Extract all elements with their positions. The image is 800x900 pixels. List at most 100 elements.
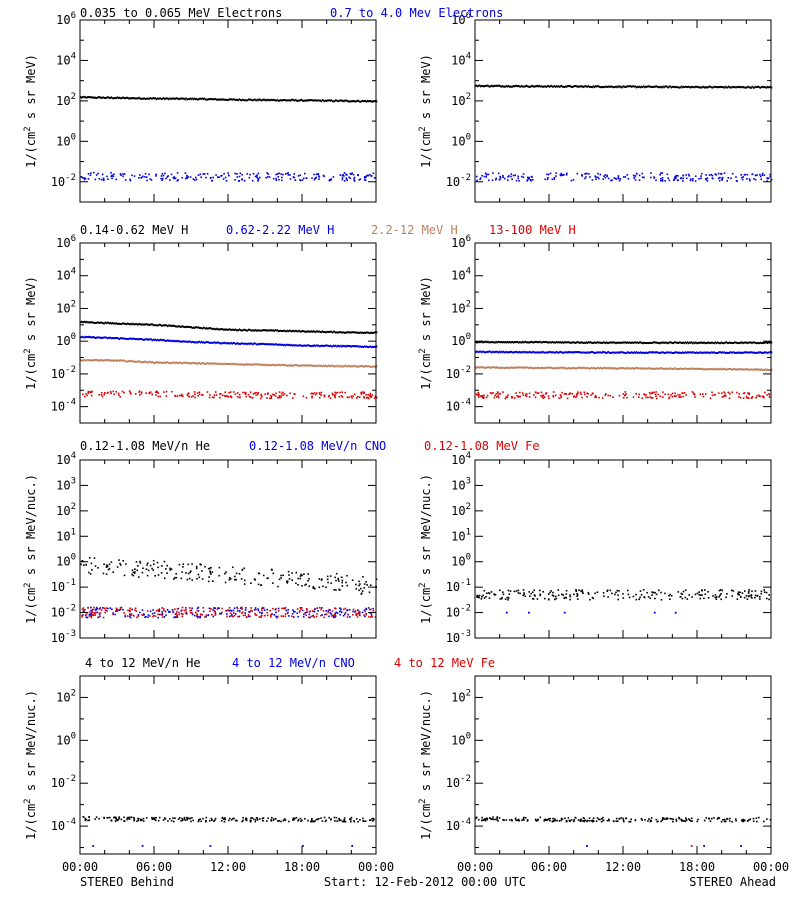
data-point (295, 329, 297, 332)
data-point (343, 100, 345, 103)
data-point (209, 98, 211, 101)
data-point (638, 367, 641, 370)
data-point (215, 98, 217, 101)
data-point (644, 86, 646, 89)
data-point (122, 337, 124, 340)
data-point (514, 367, 517, 370)
data-point (87, 819, 89, 822)
data-point (718, 179, 721, 182)
data-point (183, 325, 185, 328)
data-point (193, 362, 195, 364)
data-point (100, 178, 103, 181)
data-point (615, 351, 617, 354)
data-point (352, 608, 355, 611)
data-point (215, 394, 218, 396)
data-point (361, 365, 363, 368)
data-point (240, 363, 243, 366)
data-point (529, 595, 531, 597)
data-point (537, 392, 540, 394)
data-point (285, 364, 288, 367)
data-point (344, 611, 347, 614)
data-point (165, 97, 167, 100)
data-point (142, 567, 144, 570)
data-point (266, 608, 268, 611)
data-point (581, 591, 584, 593)
data-point (110, 171, 112, 174)
data-point (209, 327, 211, 330)
data-point (309, 616, 311, 619)
data-point (576, 85, 578, 88)
data-point (588, 820, 591, 822)
data-point (592, 351, 595, 354)
data-point (142, 361, 144, 364)
data-point (695, 367, 697, 370)
data-point (217, 363, 219, 366)
data-point (272, 582, 274, 584)
data-point (315, 330, 317, 333)
data-point (604, 351, 606, 354)
data-point (501, 596, 503, 599)
data-point (745, 395, 748, 398)
data-point (98, 359, 100, 362)
data-point (104, 609, 107, 612)
data-point (502, 391, 504, 393)
data-point (711, 394, 714, 397)
data-point (264, 329, 266, 332)
data-point (128, 337, 130, 340)
data-point (153, 339, 155, 341)
data-point (185, 177, 187, 180)
data-point (661, 180, 664, 182)
data-point (357, 820, 359, 823)
data-point (559, 394, 562, 396)
data-point (491, 818, 494, 820)
data-point (186, 98, 188, 101)
data-point (664, 85, 666, 88)
data-point (156, 338, 159, 341)
data-point (210, 98, 212, 101)
data-point (310, 345, 312, 347)
data-point (694, 180, 697, 182)
data-point (673, 85, 675, 88)
data-point (731, 368, 733, 371)
data-point (594, 396, 596, 399)
data-point (666, 817, 669, 819)
data-point (668, 351, 670, 354)
data-point (653, 85, 655, 88)
data-point (299, 179, 302, 182)
data-point (353, 331, 355, 334)
data-point (671, 395, 674, 398)
data-point (282, 173, 284, 176)
data-point (725, 368, 728, 371)
data-point (260, 615, 263, 617)
data-point (289, 392, 291, 395)
data-point (219, 393, 221, 395)
data-point (175, 361, 177, 364)
data-point (301, 330, 303, 333)
data-point (176, 608, 179, 610)
data-point (561, 85, 563, 87)
data-point (615, 817, 618, 820)
data-point (736, 351, 738, 354)
data-point (92, 845, 95, 847)
data-point (165, 324, 167, 327)
data-point (254, 607, 257, 609)
data-point (728, 367, 730, 370)
data-point (212, 176, 214, 179)
data-point (126, 615, 129, 617)
data-point (608, 818, 610, 821)
data-point (565, 367, 567, 370)
data-point (146, 564, 148, 566)
data-point (660, 178, 662, 180)
data-point (83, 564, 85, 566)
data-point (558, 85, 560, 88)
data-point (370, 175, 372, 177)
data-point (118, 322, 121, 325)
data-point (685, 367, 687, 370)
data-point (645, 396, 647, 399)
data-point (251, 363, 253, 366)
data-point (172, 611, 174, 614)
data-point (299, 330, 301, 333)
data-point (342, 614, 345, 617)
data-point (234, 172, 236, 175)
data-point (573, 351, 575, 354)
